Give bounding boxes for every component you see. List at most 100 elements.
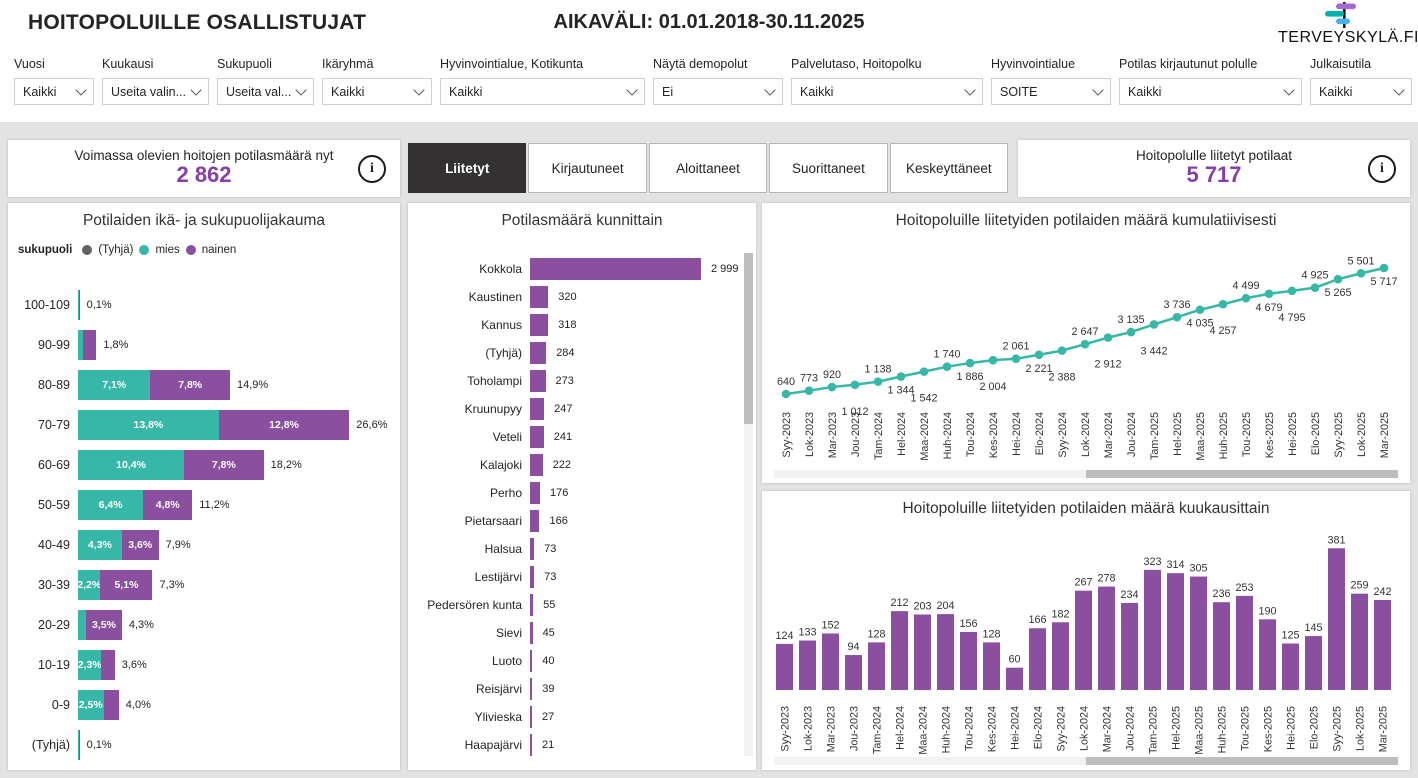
bar-segment-nainen[interactable] xyxy=(101,650,115,680)
data-point[interactable] xyxy=(1103,333,1113,342)
scrollbar-thumb[interactable] xyxy=(1086,470,1398,478)
scrollbar-thumb[interactable] xyxy=(744,253,753,425)
bar[interactable] xyxy=(868,642,885,690)
data-point[interactable] xyxy=(1241,293,1251,303)
bar[interactable] xyxy=(530,650,533,672)
bar[interactable] xyxy=(1098,586,1115,690)
bar-segment-mies[interactable] xyxy=(78,290,79,320)
data-point[interactable] xyxy=(850,380,860,390)
legend-dot[interactable] xyxy=(139,245,150,255)
bar[interactable] xyxy=(1236,595,1253,690)
slicer-vuosi-dropdown[interactable]: Kaikki xyxy=(14,78,94,105)
legend-dot[interactable] xyxy=(82,245,93,255)
data-point[interactable] xyxy=(1195,305,1205,315)
bar[interactable] xyxy=(1052,622,1069,690)
bar[interactable] xyxy=(1213,602,1230,690)
bar[interactable] xyxy=(530,538,535,560)
data-point[interactable] xyxy=(1172,312,1182,322)
data-point[interactable] xyxy=(988,355,998,365)
slicer-ikaryhma-dropdown[interactable]: Kaikki xyxy=(322,78,432,105)
data-point[interactable] xyxy=(1333,274,1343,284)
bar[interactable] xyxy=(530,258,701,280)
tab-liitetyt[interactable]: Liitetyt xyxy=(408,143,527,193)
bar-segment-mies[interactable]: 2,2% xyxy=(78,570,101,600)
data-point[interactable] xyxy=(965,358,975,368)
tab-aloittaneet[interactable]: Aloittaneet xyxy=(648,143,768,193)
data-point[interactable] xyxy=(804,386,814,395)
bar[interactable] xyxy=(799,640,816,690)
data-point[interactable] xyxy=(873,377,883,386)
bar[interactable] xyxy=(530,398,545,420)
bar[interactable] xyxy=(530,706,532,728)
bar[interactable] xyxy=(1006,667,1023,690)
legend-label[interactable]: (Tyhjä) xyxy=(98,244,134,256)
bar-segment-mies[interactable] xyxy=(78,730,79,760)
data-point[interactable] xyxy=(1034,350,1044,360)
bar-segment-nainen[interactable]: 3,5% xyxy=(86,610,122,640)
bar-segment-nainen[interactable]: 7,8% xyxy=(150,370,230,400)
bar[interactable] xyxy=(1029,628,1046,690)
horizontal-scrollbar[interactable] xyxy=(774,757,1398,765)
slicer-kirjautunut-dropdown[interactable]: Kaikki xyxy=(1119,78,1302,105)
bar[interactable] xyxy=(914,614,931,690)
bar-segment-nainen[interactable]: 4,8% xyxy=(143,490,193,520)
bar[interactable] xyxy=(530,566,535,588)
bar-segment-nainen[interactable] xyxy=(78,730,80,760)
bar[interactable] xyxy=(530,594,534,616)
bar[interactable] xyxy=(1328,548,1345,690)
tab-kirjautuneet[interactable]: Kirjautuneet xyxy=(528,143,647,193)
bar[interactable] xyxy=(1121,602,1138,690)
slicer-hyvinvointialue-dropdown[interactable]: SOITE xyxy=(991,78,1111,105)
data-point[interactable] xyxy=(781,389,791,399)
slicer-demopolut-dropdown[interactable]: Ei xyxy=(653,78,783,105)
data-point[interactable] xyxy=(1057,346,1067,355)
bar[interactable] xyxy=(1351,593,1368,690)
bar[interactable] xyxy=(937,614,954,690)
bar-segment-mies[interactable] xyxy=(78,610,87,640)
bar[interactable] xyxy=(1305,636,1322,690)
bar-segment-mies[interactable]: 13,8% xyxy=(78,410,219,440)
bar[interactable] xyxy=(530,370,546,392)
bar-segment-mies[interactable]: 6,4% xyxy=(78,490,144,520)
data-point[interactable] xyxy=(1264,289,1274,299)
data-point[interactable] xyxy=(1310,283,1320,292)
data-point[interactable] xyxy=(919,367,929,376)
bar[interactable] xyxy=(822,633,839,690)
legend-label[interactable]: mies xyxy=(155,244,180,256)
info-icon[interactable]: i xyxy=(358,154,386,183)
bar[interactable] xyxy=(530,286,549,308)
bar[interactable] xyxy=(530,314,549,336)
bar-segment-nainen[interactable]: 5,1% xyxy=(100,570,153,600)
bar[interactable] xyxy=(530,342,547,364)
slicer-sukupuoli-dropdown[interactable]: Useita val... xyxy=(217,78,314,105)
vertical-scrollbar[interactable] xyxy=(744,253,753,756)
bar[interactable] xyxy=(1167,573,1184,690)
scrollbar-thumb[interactable] xyxy=(1086,757,1398,765)
info-icon[interactable]: i xyxy=(1368,154,1396,183)
data-point[interactable] xyxy=(896,372,906,381)
bar[interactable] xyxy=(845,655,862,690)
bar-segment-mies[interactable]: 7,1% xyxy=(78,370,151,400)
data-point[interactable] xyxy=(1011,354,1021,364)
data-point[interactable] xyxy=(1287,286,1297,296)
slicer-julkaisutila-dropdown[interactable]: Kaikki xyxy=(1310,78,1412,105)
bar[interactable] xyxy=(530,622,533,644)
legend-dot[interactable] xyxy=(185,245,196,255)
bar[interactable] xyxy=(891,611,908,690)
bar[interactable] xyxy=(1075,590,1092,690)
bar[interactable] xyxy=(530,454,543,476)
bar-segment-nainen[interactable]: 3,6% xyxy=(121,530,159,560)
bar-segment-mies[interactable]: 10,4% xyxy=(78,450,185,480)
bar[interactable] xyxy=(983,642,1000,690)
slicer-kuukausi-dropdown[interactable]: Useita valin... xyxy=(102,78,209,105)
data-point[interactable] xyxy=(1218,299,1228,309)
bar[interactable] xyxy=(776,643,793,690)
legend-label[interactable]: nainen xyxy=(201,244,237,256)
bar[interactable] xyxy=(1374,599,1391,690)
bar[interactable] xyxy=(530,734,532,756)
bar[interactable] xyxy=(530,678,533,700)
bar-segment-nainen[interactable]: 12,8% xyxy=(218,410,350,440)
slicer-hoitopolku-dropdown[interactable]: Kaikki xyxy=(791,78,983,105)
bar-segment-mies[interactable]: 2,5% xyxy=(78,690,104,720)
bar-segment-nainen[interactable]: 7,8% xyxy=(184,450,264,480)
